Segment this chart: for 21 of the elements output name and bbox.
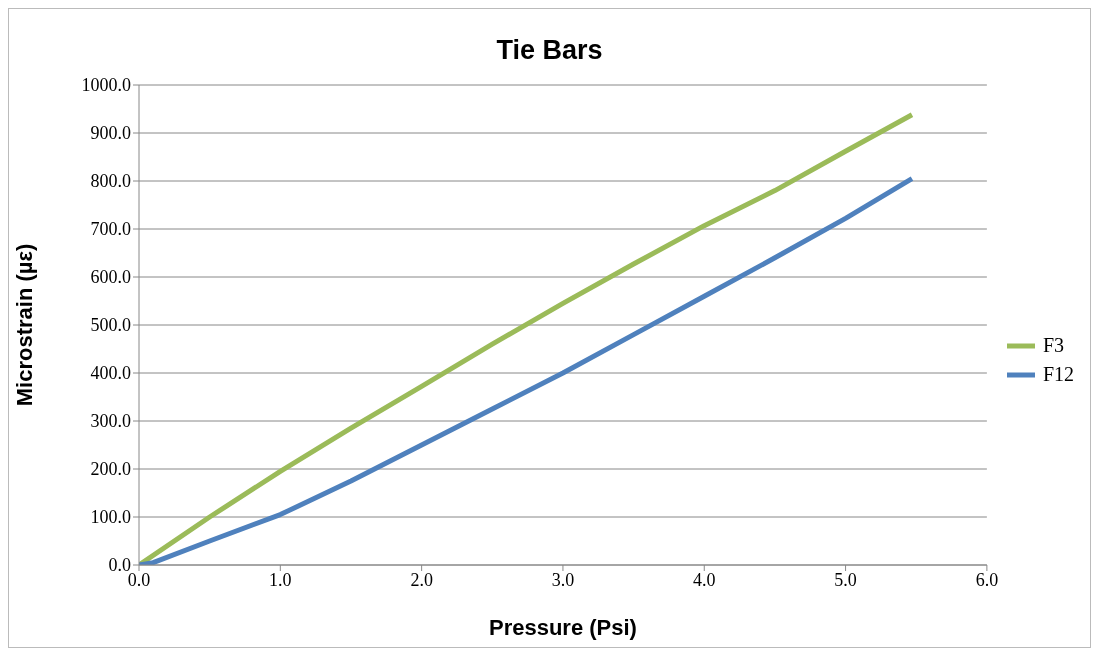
x-axis-title: Pressure (Psi)	[488, 615, 637, 640]
x-tick-label: 2.0	[410, 569, 433, 590]
x-tick-label: 4.0	[693, 569, 716, 590]
y-tick-label: 800.0	[90, 171, 131, 192]
x-tick-label: 1.0	[269, 569, 292, 590]
y-tick-label: 600.0	[90, 267, 131, 288]
y-tick-label: 300.0	[90, 411, 131, 432]
y-axis-title: Microstrain (µε)	[11, 243, 37, 407]
x-tick-label: 3.0	[551, 569, 575, 590]
chart-title: Tie Bars	[495, 35, 604, 67]
legend-label: F12	[1042, 363, 1074, 386]
y-tick-label: 200.0	[90, 459, 131, 480]
legend-label: F3	[1042, 334, 1064, 357]
y-tick-label: 500.0	[90, 315, 131, 336]
y-tick-label: 700.0	[90, 219, 131, 240]
x-tick-label: 6.0	[975, 569, 999, 590]
y-tick-label: 400.0	[90, 363, 131, 384]
y-tick-label: 100.0	[90, 507, 131, 528]
x-tick-label: 5.0	[834, 569, 857, 590]
y-tick-label: 900.0	[90, 123, 131, 144]
y-tick-label: 1000.0	[81, 75, 131, 96]
